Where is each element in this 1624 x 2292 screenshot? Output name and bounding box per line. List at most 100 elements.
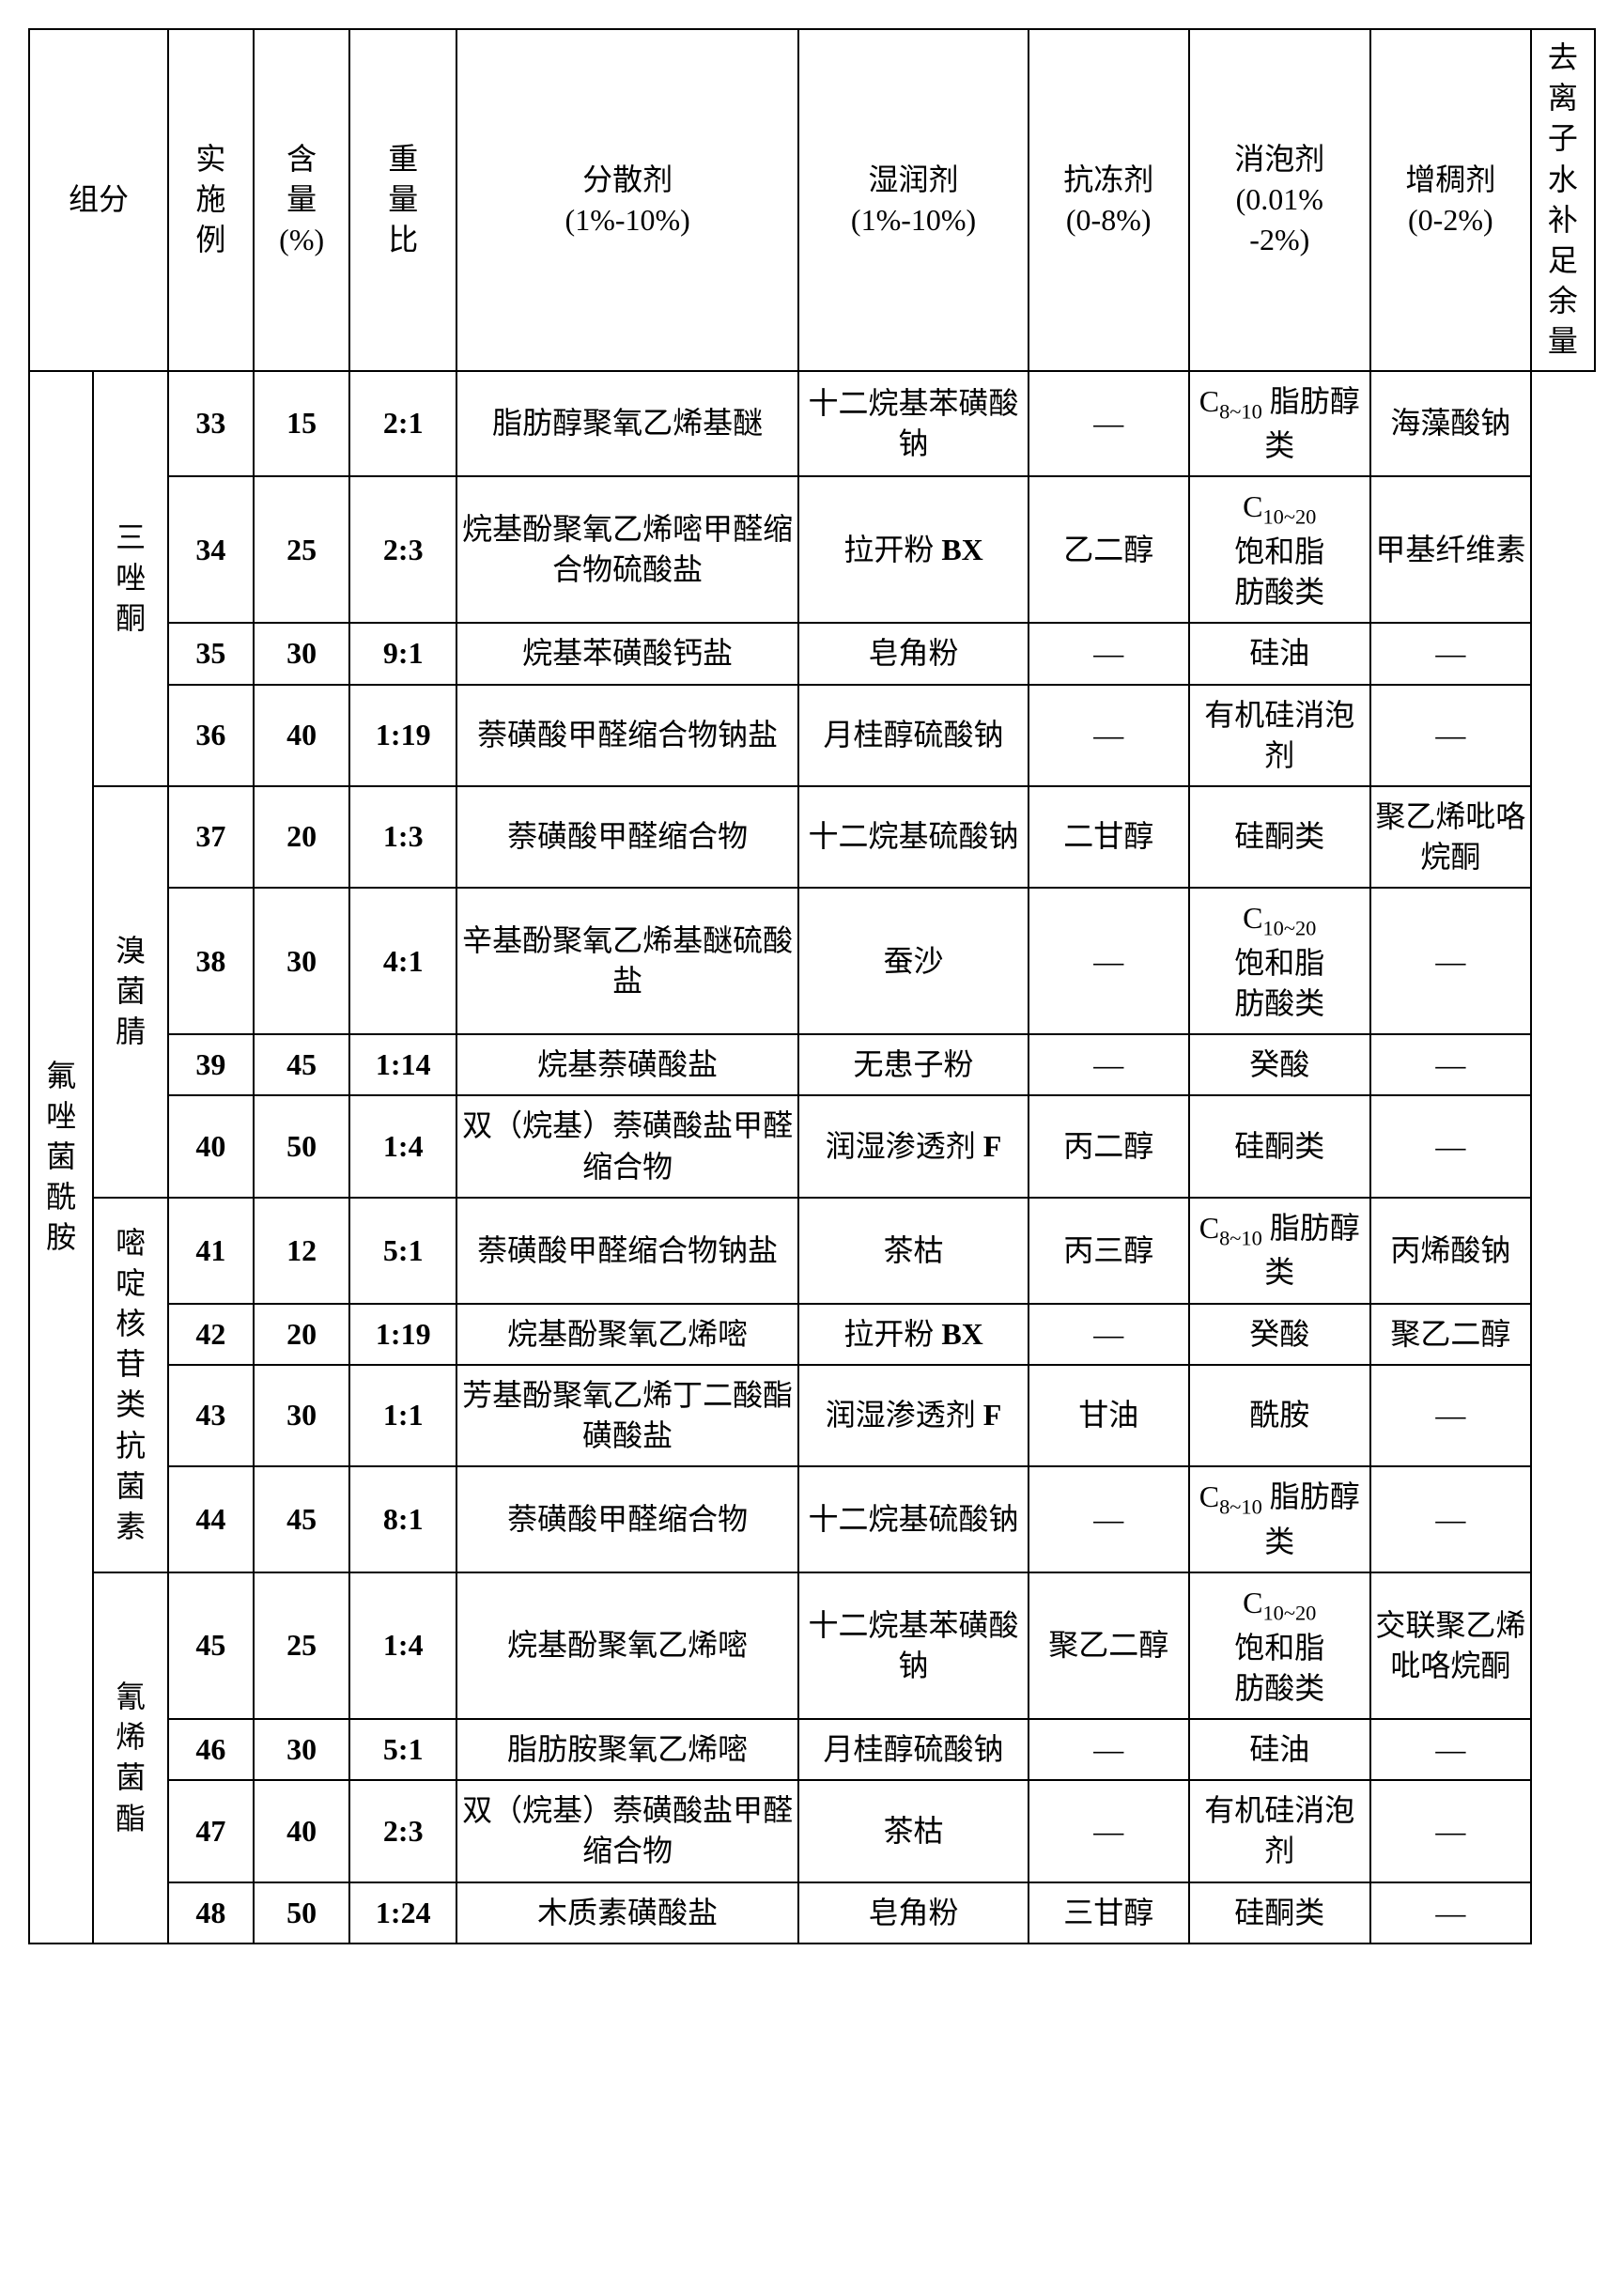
cell-dispersant: 木质素磺酸盐: [456, 1882, 798, 1944]
cell-weight-ratio: 2:3: [349, 476, 456, 623]
cell-wetting: 十二烷基苯磺酸钠: [798, 1572, 1029, 1719]
cell-weight-ratio: 1:1: [349, 1365, 456, 1466]
cell-thickener: 丙烯酸钠: [1370, 1198, 1531, 1304]
cell-example-idx: 43: [168, 1365, 254, 1466]
cell-dispersant: 萘磺酸甲醛缩合物钠盐: [456, 1198, 798, 1304]
cell-defoamer: 硅酮类: [1189, 786, 1370, 888]
formulation-table: 组分 实施例 含量(%) 重量比 分散剂(1%-10%) 湿润剂(1%-10%)…: [28, 28, 1596, 1944]
cell-wetting: 润湿渗透剂 F: [798, 1365, 1029, 1466]
cell-example-idx: 40: [168, 1095, 254, 1197]
cell-thickener: —: [1370, 1034, 1531, 1095]
cell-defoamer: C8~10 脂肪醇类: [1189, 1198, 1370, 1304]
cell-thickener: 聚乙二醇: [1370, 1304, 1531, 1365]
cell-wetting: 茶枯: [798, 1198, 1029, 1304]
cell-defoamer: 有机硅消泡剂: [1189, 685, 1370, 786]
table-row: 38304:1辛基酚聚氧乙烯基醚硫酸盐蚕沙—C10~20饱和脂肪酸类—: [29, 888, 1595, 1034]
cell-wetting: 拉开粉 BX: [798, 1304, 1029, 1365]
cell-wetting: 蚕沙: [798, 888, 1029, 1034]
cell-antifreeze: —: [1029, 888, 1189, 1034]
hdr-zlb: 重量比: [349, 29, 456, 371]
cell-thickener: —: [1370, 1780, 1531, 1882]
table-row: 34252:3烷基酚聚氧乙烯嘧甲醛缩合物硫酸盐拉开粉 BX乙二醇C10~20饱和…: [29, 476, 1595, 623]
row-sub-compound: 氰烯菌酯: [93, 1572, 168, 1944]
cell-defoamer: C8~10 脂肪醇类: [1189, 1466, 1370, 1572]
table-row: 嘧啶核苷类抗菌素41125:1萘磺酸甲醛缩合物钠盐茶枯丙三醇C8~10 脂肪醇类…: [29, 1198, 1595, 1304]
cell-example-idx: 42: [168, 1304, 254, 1365]
hdr-zufen: 组分: [29, 29, 168, 371]
cell-antifreeze: —: [1029, 1466, 1189, 1572]
cell-defoamer: 硅油: [1189, 1719, 1370, 1780]
cell-wetting: 月桂醇硫酸钠: [798, 1719, 1029, 1780]
cell-weight-ratio: 1:19: [349, 685, 456, 786]
cell-antifreeze: —: [1029, 1719, 1189, 1780]
cell-content-pct: 45: [254, 1466, 349, 1572]
cell-weight-ratio: 5:1: [349, 1198, 456, 1304]
cell-weight-ratio: 2:1: [349, 371, 456, 477]
cell-dispersant: 烷基酚聚氧乙烯嘧: [456, 1304, 798, 1365]
cell-wetting: 润湿渗透剂 F: [798, 1095, 1029, 1197]
cell-thickener: —: [1370, 623, 1531, 684]
cell-defoamer: C10~20饱和脂肪酸类: [1189, 888, 1370, 1034]
cell-thickener: —: [1370, 685, 1531, 786]
cell-thickener: —: [1370, 1095, 1531, 1197]
cell-antifreeze: 丙二醇: [1029, 1095, 1189, 1197]
cell-content-pct: 50: [254, 1882, 349, 1944]
cell-defoamer: C10~20饱和脂肪酸类: [1189, 476, 1370, 623]
cell-antifreeze: —: [1029, 685, 1189, 786]
hdr-thickener: 增稠剂(0-2%): [1370, 29, 1531, 371]
cell-content-pct: 20: [254, 1304, 349, 1365]
cell-dispersant: 萘磺酸甲醛缩合物: [456, 1466, 798, 1572]
cell-dispersant: 烷基萘磺酸盐: [456, 1034, 798, 1095]
cell-thickener: 聚乙烯吡咯烷酮: [1370, 786, 1531, 888]
cell-example-idx: 33: [168, 371, 254, 477]
cell-weight-ratio: 1:14: [349, 1034, 456, 1095]
table-row: 42201:19烷基酚聚氧乙烯嘧拉开粉 BX—癸酸聚乙二醇: [29, 1304, 1595, 1365]
table-row: 44458:1萘磺酸甲醛缩合物十二烷基硫酸钠—C8~10 脂肪醇类—: [29, 1466, 1595, 1572]
cell-antifreeze: —: [1029, 1780, 1189, 1882]
cell-example-idx: 48: [168, 1882, 254, 1944]
cell-wetting: 十二烷基硫酸钠: [798, 786, 1029, 888]
cell-antifreeze: —: [1029, 623, 1189, 684]
row-sub-compound: 嘧啶核苷类抗菌素: [93, 1198, 168, 1572]
cell-weight-ratio: 5:1: [349, 1719, 456, 1780]
cell-content-pct: 30: [254, 623, 349, 684]
hdr-wetting: 湿润剂(1%-10%): [798, 29, 1029, 371]
table-row: 43301:1芳基酚聚氧乙烯丁二酸酯磺酸盐润湿渗透剂 F甘油酰胺—: [29, 1365, 1595, 1466]
cell-weight-ratio: 4:1: [349, 888, 456, 1034]
cell-defoamer: C10~20饱和脂肪酸类: [1189, 1572, 1370, 1719]
hdr-defoamer: 消泡剂(0.01%-2%): [1189, 29, 1370, 371]
cell-antifreeze: 二甘醇: [1029, 786, 1189, 888]
cell-wetting: 十二烷基苯磺酸钠: [798, 371, 1029, 477]
table-row: 氟唑菌酰胺三唑酮33152:1脂肪醇聚氧乙烯基醚十二烷基苯磺酸钠—C8~10 脂…: [29, 371, 1595, 477]
cell-content-pct: 15: [254, 371, 349, 477]
cell-example-idx: 35: [168, 623, 254, 684]
cell-content-pct: 45: [254, 1034, 349, 1095]
cell-antifreeze: 乙二醇: [1029, 476, 1189, 623]
cell-content-pct: 40: [254, 1780, 349, 1882]
col-tail-water: 去离子水补足余量: [1531, 29, 1595, 371]
cell-dispersant: 脂肪醇聚氧乙烯基醚: [456, 371, 798, 477]
cell-dispersant: 辛基酚聚氧乙烯基醚硫酸盐: [456, 888, 798, 1034]
cell-antifreeze: 三甘醇: [1029, 1882, 1189, 1944]
cell-example-idx: 47: [168, 1780, 254, 1882]
cell-antifreeze: 丙三醇: [1029, 1198, 1189, 1304]
cell-example-idx: 38: [168, 888, 254, 1034]
table-row: 46305:1脂肪胺聚氧乙烯嘧月桂醇硫酸钠—硅油—: [29, 1719, 1595, 1780]
cell-content-pct: 25: [254, 1572, 349, 1719]
cell-wetting: 无患子粉: [798, 1034, 1029, 1095]
cell-wetting: 月桂醇硫酸钠: [798, 685, 1029, 786]
cell-content-pct: 12: [254, 1198, 349, 1304]
cell-defoamer: 有机硅消泡剂: [1189, 1780, 1370, 1882]
table-row: 溴菌腈37201:3萘磺酸甲醛缩合物十二烷基硫酸钠二甘醇硅酮类聚乙烯吡咯烷酮: [29, 786, 1595, 888]
table-body: 氟唑菌酰胺三唑酮33152:1脂肪醇聚氧乙烯基醚十二烷基苯磺酸钠—C8~10 脂…: [29, 371, 1595, 1944]
cell-dispersant: 双（烷基）萘磺酸盐甲醛缩合物: [456, 1095, 798, 1197]
cell-thickener: —: [1370, 1365, 1531, 1466]
cell-dispersant: 萘磺酸甲醛缩合物钠盐: [456, 685, 798, 786]
cell-wetting: 皂角粉: [798, 1882, 1029, 1944]
cell-defoamer: 酰胺: [1189, 1365, 1370, 1466]
cell-example-idx: 36: [168, 685, 254, 786]
row-sub-compound: 溴菌腈: [93, 786, 168, 1198]
hdr-shishili: 实施例: [168, 29, 254, 371]
table-header-row: 组分 实施例 含量(%) 重量比 分散剂(1%-10%) 湿润剂(1%-10%)…: [29, 29, 1595, 371]
cell-thickener: 海藻酸钠: [1370, 371, 1531, 477]
